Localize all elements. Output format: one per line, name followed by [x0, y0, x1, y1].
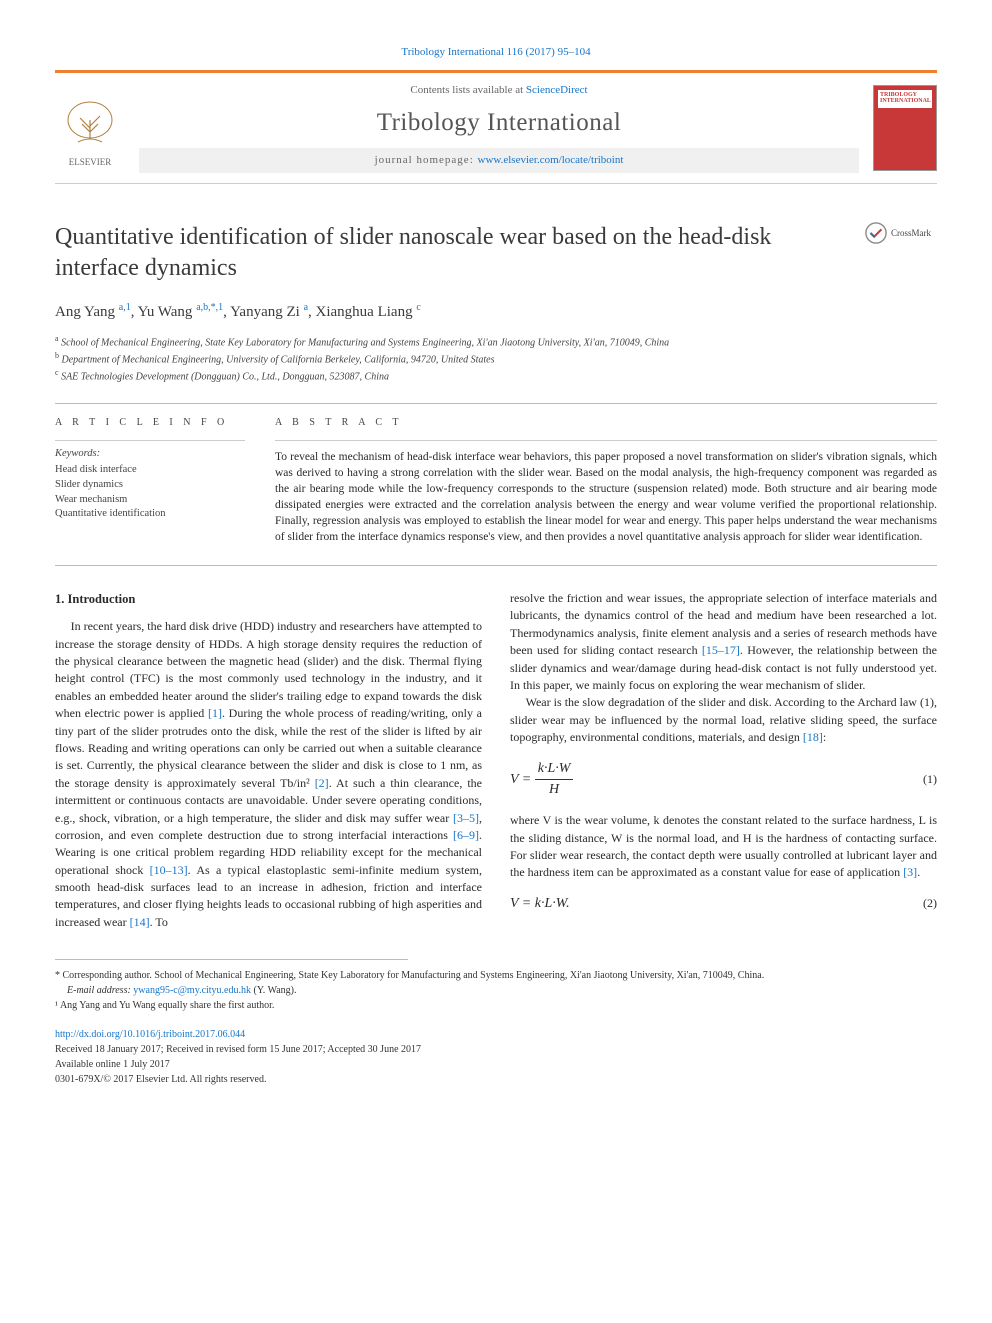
copyright-line: 0301-679X/© 2017 Elsevier Ltd. All right…: [55, 1072, 937, 1087]
eq-number: (1): [909, 771, 937, 788]
ref-link[interactable]: [3–5]: [453, 811, 479, 825]
affiliation-b: b Department of Mechanical Engineering, …: [55, 350, 937, 367]
keywords-list: Head disk interface Slider dynamics Wear…: [55, 463, 245, 522]
ref-link[interactable]: [14]: [130, 915, 150, 929]
cover-label: TRIBOLOGY INTERNATIONAL: [880, 92, 930, 104]
abstract-text: To reveal the mechanism of head-disk int…: [275, 449, 937, 546]
contents-line: Contents lists available at ScienceDirec…: [139, 83, 859, 98]
eq-lhs: V =: [510, 772, 531, 787]
right-para-3: where V is the wear volume, k denotes th…: [510, 812, 937, 882]
text: :: [823, 730, 826, 744]
homepage-band: journal homepage: www.elsevier.com/locat…: [139, 148, 859, 173]
abstract-head: A B S T R A C T: [275, 416, 937, 430]
publisher-name: ELSEVIER: [69, 156, 112, 169]
right-para-1: resolve the friction and wear issues, th…: [510, 590, 937, 694]
affiliation-a: a School of Mechanical Engineering, Stat…: [55, 333, 937, 350]
info-abstract-row: A R T I C L E I N F O Keywords: Head dis…: [55, 416, 937, 546]
corresponding-note: * Corresponding author. School of Mechan…: [55, 968, 937, 983]
email-link[interactable]: ywang95-c@my.cityu.edu.hk: [133, 985, 251, 996]
homepage-prefix: journal homepage:: [375, 154, 478, 166]
journal-name: Tribology International: [139, 105, 859, 140]
authors: Ang Yang a,1, Yu Wang a,b,*,1, Yanyang Z…: [55, 301, 937, 323]
left-column: 1. Introduction In recent years, the har…: [55, 590, 482, 931]
paper-title: Quantitative identification of slider na…: [55, 222, 851, 284]
homepage-link[interactable]: www.elsevier.com/locate/triboint: [478, 154, 624, 166]
affiliations: a School of Mechanical Engineering, Stat…: [55, 333, 937, 385]
publisher-logo: ELSEVIER: [55, 88, 125, 168]
doi-link[interactable]: http://dx.doi.org/10.1016/j.triboint.201…: [55, 1029, 245, 1040]
crossmark-icon: [865, 222, 887, 244]
email-line: E-mail address: ywang95-c@my.cityu.edu.h…: [67, 983, 937, 998]
doi-block: http://dx.doi.org/10.1016/j.triboint.201…: [55, 1027, 937, 1087]
keyword: Head disk interface: [55, 463, 245, 478]
article-info-head: A R T I C L E I N F O: [55, 416, 245, 430]
contents-prefix: Contents lists available at: [410, 84, 525, 96]
email-suffix: (Y. Wang).: [251, 985, 297, 996]
ref-link[interactable]: [10–13]: [150, 863, 188, 877]
numerator: k·L·W: [535, 759, 574, 780]
text: .: [917, 865, 920, 879]
email-label: E-mail address:: [67, 985, 133, 996]
right-para-2: Wear is the slow degradation of the slid…: [510, 694, 937, 746]
text: . To: [150, 915, 168, 929]
journal-cover-thumb: TRIBOLOGY INTERNATIONAL: [873, 85, 937, 171]
divider: [55, 403, 937, 404]
text: Wear is the slow degradation of the slid…: [510, 695, 937, 744]
section-divider: [55, 565, 937, 566]
fraction: k·L·W H: [535, 759, 574, 801]
text: where V is the wear volume, k denotes th…: [510, 813, 937, 879]
keyword: Quantitative identification: [55, 507, 245, 522]
abstract: A B S T R A C T To reveal the mechanism …: [275, 416, 937, 546]
article-info: A R T I C L E I N F O Keywords: Head dis…: [55, 416, 245, 546]
crossmark-label: CrossMark: [891, 227, 931, 240]
ref-link[interactable]: [3]: [903, 865, 917, 879]
ref-link[interactable]: [1]: [208, 706, 222, 720]
info-divider: [55, 440, 245, 441]
ref-link[interactable]: [2]: [315, 776, 329, 790]
history-line: Received 18 January 2017; Received in re…: [55, 1042, 937, 1057]
ref-link[interactable]: [18]: [803, 730, 823, 744]
keyword: Wear mechanism: [55, 493, 245, 508]
section-head-intro: 1. Introduction: [55, 590, 482, 608]
equal-contrib-note: ¹ Ang Yang and Yu Wang equally share the…: [55, 998, 937, 1013]
sciencedirect-link[interactable]: ScienceDirect: [526, 84, 588, 96]
body-columns: 1. Introduction In recent years, the har…: [55, 590, 937, 931]
elsevier-tree-icon: [60, 98, 120, 156]
keyword: Slider dynamics: [55, 478, 245, 493]
affiliation-c: c SAE Technologies Development (Dongguan…: [55, 367, 937, 384]
ref-link[interactable]: [15–17]: [702, 643, 740, 657]
equation-2: V = k·L·W. (2): [510, 894, 937, 914]
right-column: resolve the friction and wear issues, th…: [510, 590, 937, 931]
footnote-rule: [55, 959, 408, 960]
eq-number: (2): [909, 895, 937, 912]
online-line: Available online 1 July 2017: [55, 1057, 937, 1072]
denominator: H: [535, 780, 574, 800]
eq-body: V = k·L·W.: [510, 894, 909, 914]
eq-body: V = k·L·W H: [510, 759, 909, 801]
equation-1: V = k·L·W H (1): [510, 759, 937, 801]
keywords-label: Keywords:: [55, 447, 245, 462]
abstract-divider: [275, 440, 937, 441]
page-root: Tribology International 116 (2017) 95–10…: [0, 0, 992, 1122]
top-citation: Tribology International 116 (2017) 95–10…: [55, 45, 937, 60]
title-row: Quantitative identification of slider na…: [55, 222, 937, 284]
intro-para: In recent years, the hard disk drive (HD…: [55, 618, 482, 931]
footnotes: * Corresponding author. School of Mechan…: [55, 968, 937, 1013]
crossmark-badge[interactable]: CrossMark: [865, 222, 937, 244]
ref-link[interactable]: [6–9]: [453, 828, 479, 842]
journal-header: ELSEVIER Contents lists available at Sci…: [55, 70, 937, 184]
header-center: Contents lists available at ScienceDirec…: [139, 83, 859, 173]
